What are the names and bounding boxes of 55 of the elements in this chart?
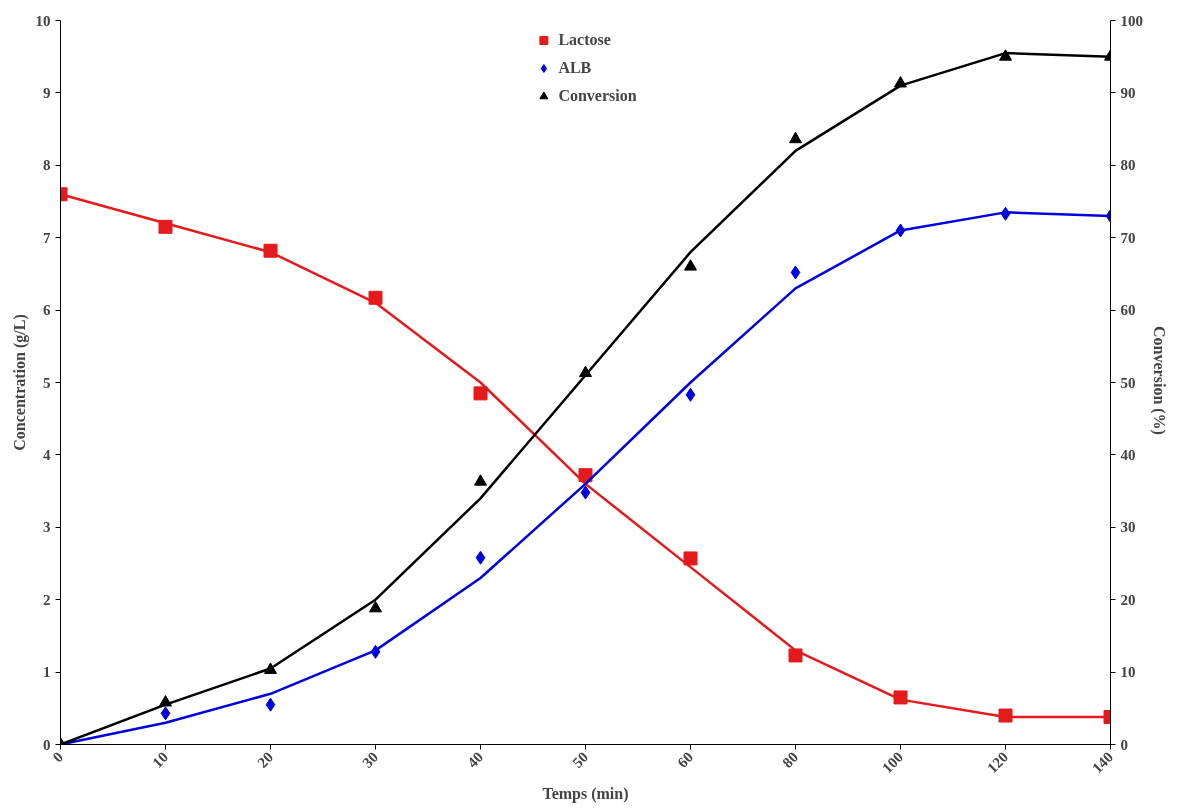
x-tick-label: 140 xyxy=(1088,748,1117,777)
point xyxy=(788,648,803,663)
x-tick-label: 10 xyxy=(149,748,172,771)
x-axis-title: Temps (min) xyxy=(542,785,629,804)
y2-tick-label: 20 xyxy=(1120,591,1136,608)
point xyxy=(160,706,171,721)
y-axis-title: Concentration (g/L) xyxy=(10,314,29,451)
y2-tick-label: 40 xyxy=(1120,446,1136,463)
y-tick-label: 2 xyxy=(43,591,51,608)
y-tick-label: 4 xyxy=(43,446,51,463)
point xyxy=(475,550,486,565)
point xyxy=(683,551,698,566)
point xyxy=(474,474,487,486)
x-tick-label: 80 xyxy=(779,748,802,771)
y2-tick-label: 80 xyxy=(1120,157,1136,174)
legend-label: Lactose xyxy=(558,31,611,49)
point xyxy=(265,697,276,712)
y-tick-label: 6 xyxy=(43,302,51,319)
point xyxy=(789,131,802,144)
y2-tick-label: 90 xyxy=(1120,84,1136,101)
y2-tick-label: 0 xyxy=(1120,736,1128,753)
point xyxy=(999,49,1012,61)
y-tick-label: 8 xyxy=(43,157,51,174)
y-tick-label: 9 xyxy=(43,84,51,101)
y2-tick-label: 30 xyxy=(1120,519,1136,536)
y2-axis-title: Conversion (%) xyxy=(1150,326,1168,435)
y-tick-label: 10 xyxy=(35,12,51,29)
y-tick-label: 1 xyxy=(43,664,51,681)
legend-label: ALB xyxy=(558,59,592,77)
x-tick-label: 50 xyxy=(569,748,592,771)
point xyxy=(790,265,801,280)
x-tick-label: 120 xyxy=(983,748,1012,777)
y-tick-label: 7 xyxy=(43,229,51,246)
point xyxy=(685,387,696,402)
y2-tick-label: 100 xyxy=(1120,12,1143,29)
y-tick-label: 5 xyxy=(43,374,51,391)
point xyxy=(368,290,383,305)
point xyxy=(473,386,488,401)
point xyxy=(998,708,1013,723)
point xyxy=(580,485,591,500)
x-tick-label: 20 xyxy=(254,748,277,771)
x-tick-label: 30 xyxy=(359,748,382,771)
y-tick-label: 0 xyxy=(43,736,51,753)
x-tick-label: 40 xyxy=(464,748,487,771)
point xyxy=(893,690,908,705)
y2-tick-label: 60 xyxy=(1120,302,1136,319)
y2-tick-label: 70 xyxy=(1120,229,1136,246)
point xyxy=(369,600,382,613)
y-tick-label: 3 xyxy=(43,519,51,536)
x-tick-label: 100 xyxy=(878,748,907,777)
y2-tick-label: 10 xyxy=(1120,664,1136,681)
y2-tick-label: 50 xyxy=(1120,374,1136,391)
legend-label: Conversion xyxy=(558,87,637,105)
x-tick-label: 60 xyxy=(674,748,697,771)
point xyxy=(684,259,697,271)
